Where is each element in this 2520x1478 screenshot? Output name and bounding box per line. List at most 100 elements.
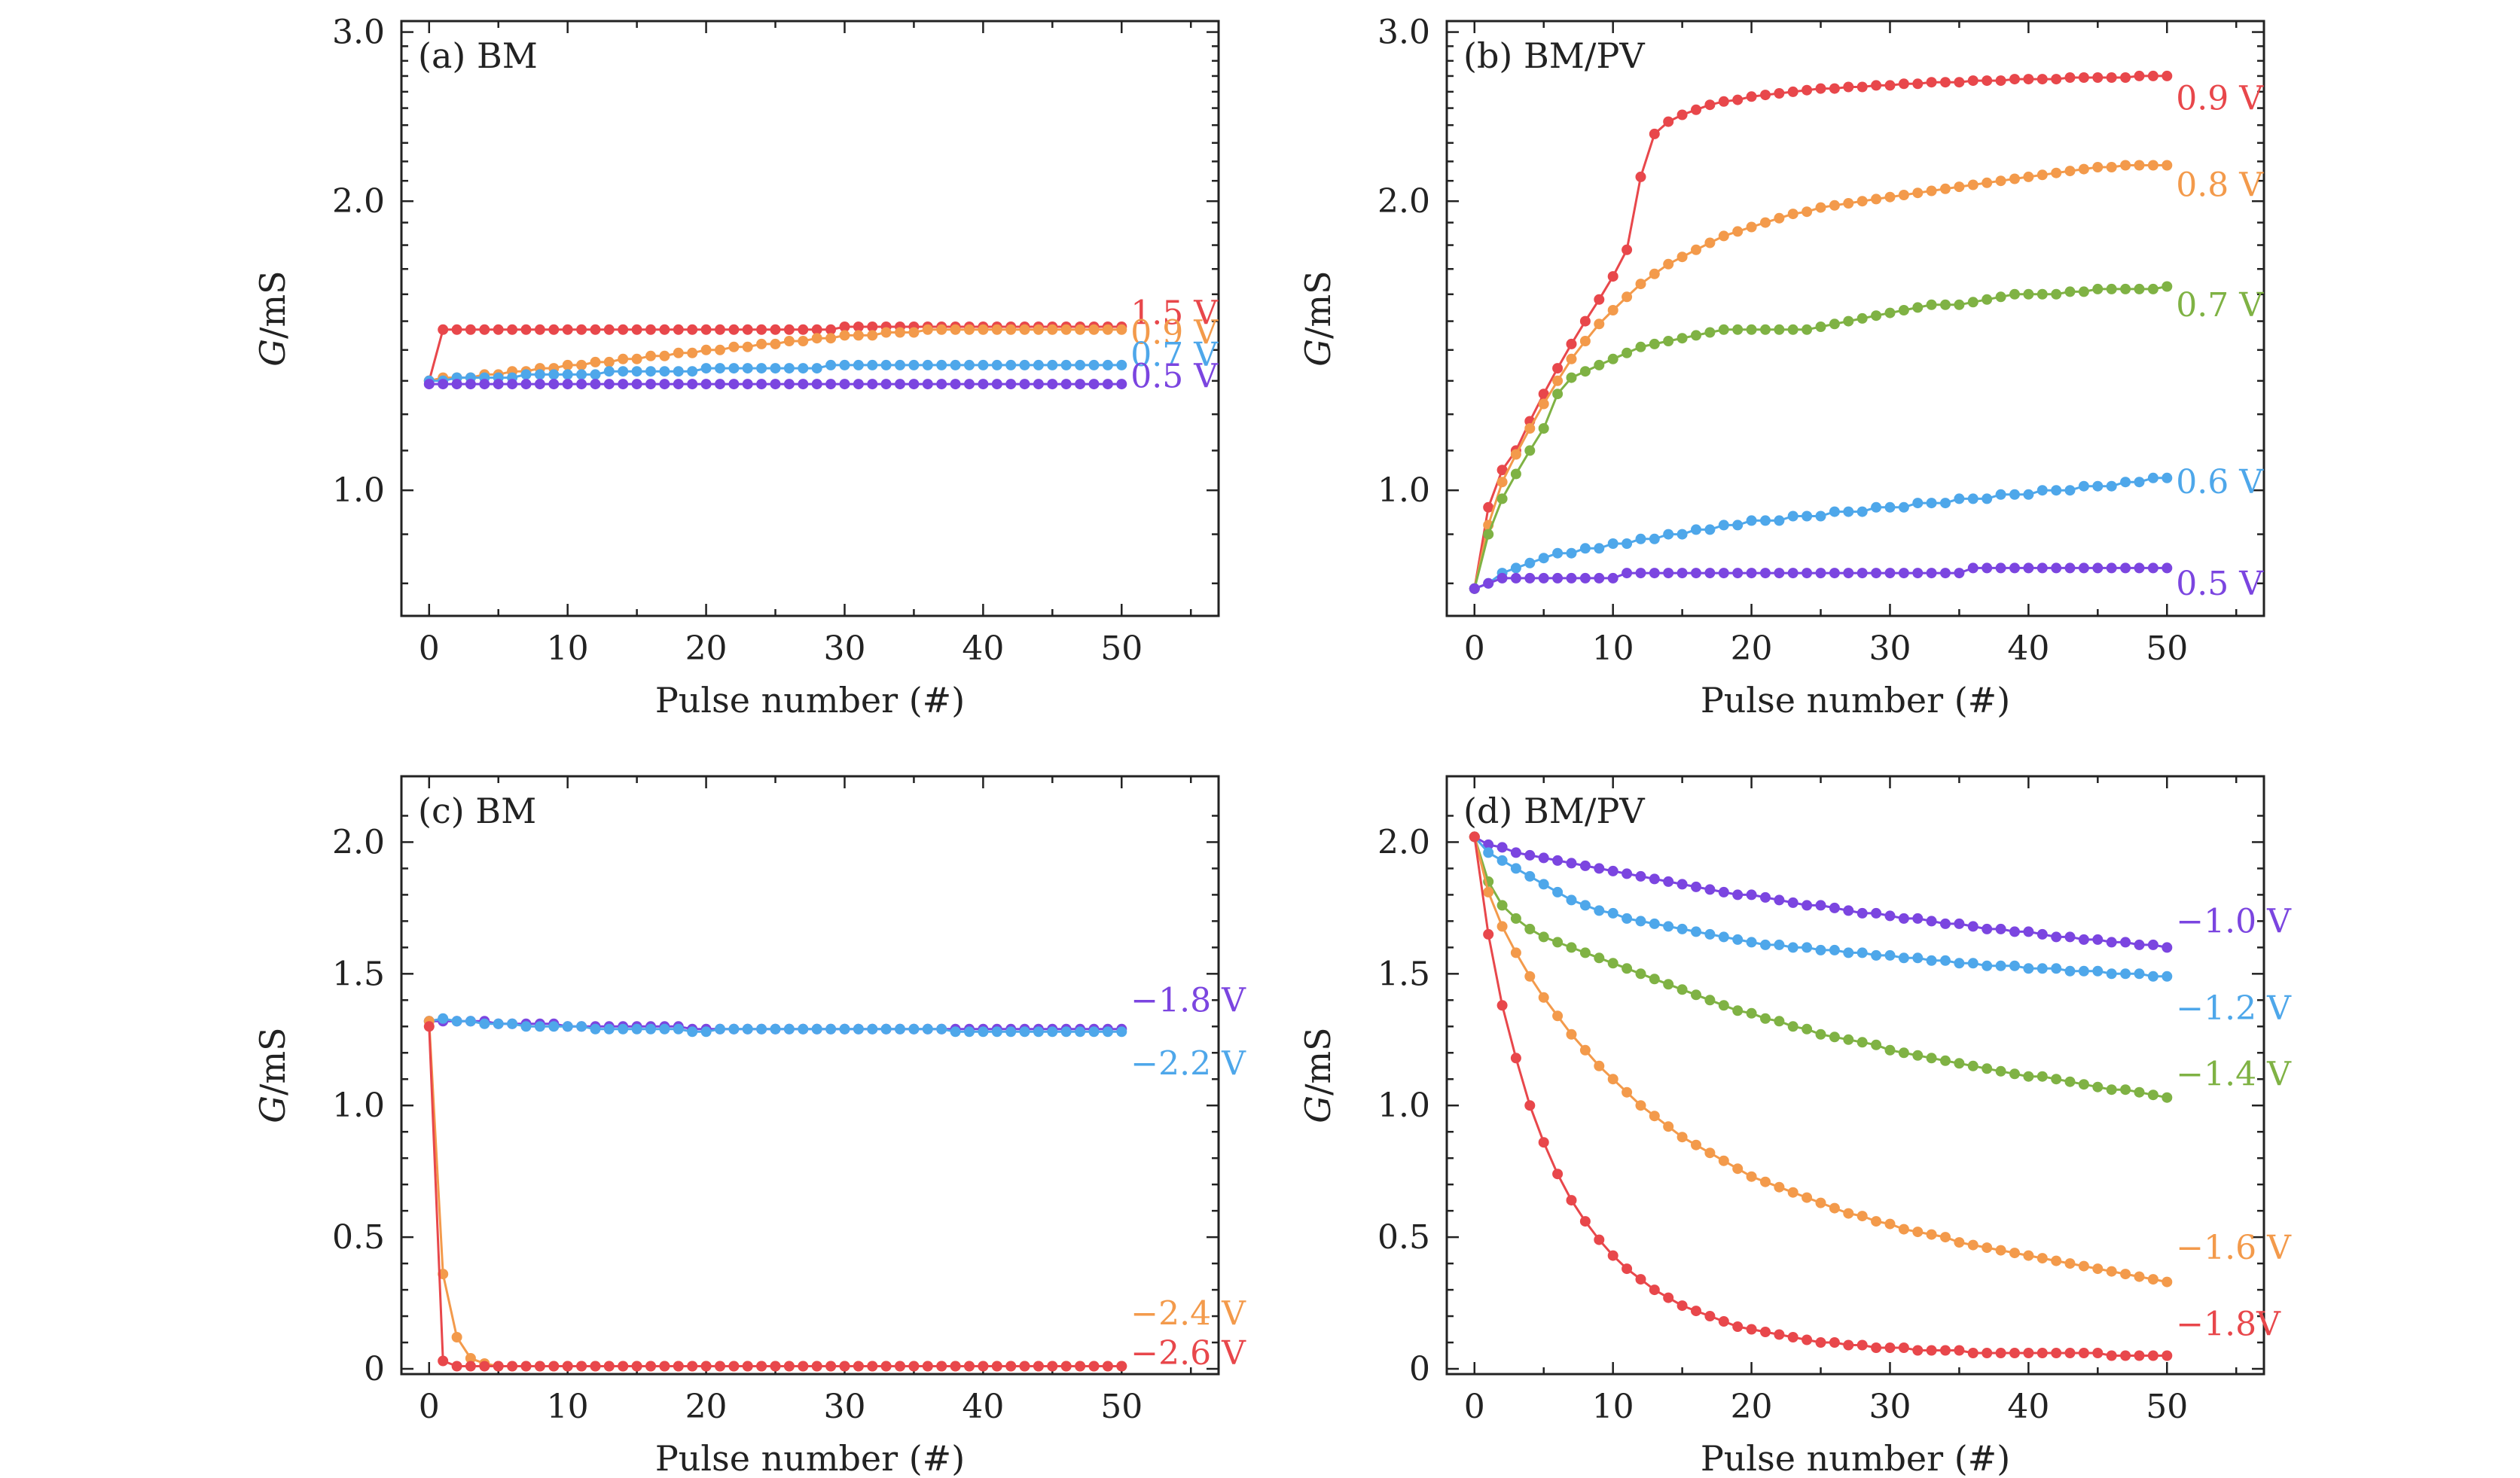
data-point xyxy=(2009,173,2020,184)
data-point xyxy=(811,379,822,390)
x-axis-label: Pulse number (#) xyxy=(655,680,965,721)
data-point xyxy=(1926,955,1937,966)
data-point xyxy=(2120,562,2131,574)
data-point xyxy=(1566,547,1577,559)
data-point xyxy=(1552,937,1564,948)
data-point xyxy=(922,1023,933,1035)
data-point xyxy=(2064,485,2076,496)
chart-panel-3: 0 10 20 30 40 50 0 0.5 1.0 1.5 2.0 Pulse number (#)… xyxy=(1298,775,2292,1478)
data-point xyxy=(2120,937,2131,948)
data-point xyxy=(645,379,656,390)
data-point xyxy=(534,1021,545,1032)
data-point xyxy=(922,324,933,335)
data-point xyxy=(1663,529,1674,540)
data-point xyxy=(1732,226,1744,237)
data-point xyxy=(1538,931,1549,943)
data-point xyxy=(1912,187,1924,199)
data-point xyxy=(1732,94,1744,105)
data-point xyxy=(2064,965,2076,977)
data-point xyxy=(534,379,545,390)
y-axis-label: G/mS xyxy=(1298,1027,1338,1123)
data-point xyxy=(2106,968,2117,980)
data-point xyxy=(811,1361,822,1372)
data-point xyxy=(2092,965,2104,977)
data-point xyxy=(2106,72,2117,83)
data-point xyxy=(1871,1039,1882,1050)
data-point xyxy=(1802,206,1813,218)
data-point xyxy=(756,1361,767,1372)
data-point xyxy=(991,324,1002,335)
data-point xyxy=(1898,190,1909,200)
data-point xyxy=(770,363,781,374)
data-point xyxy=(2023,489,2034,500)
data-point xyxy=(1552,1169,1564,1180)
data-point xyxy=(673,1023,684,1035)
data-point xyxy=(1815,900,1826,911)
data-point xyxy=(2162,1092,2173,1103)
data-point xyxy=(520,369,532,380)
data-point xyxy=(1649,268,1660,279)
data-point xyxy=(1649,974,1660,985)
data-point xyxy=(618,1361,629,1372)
series-label: −2.4 V xyxy=(1130,1295,1246,1333)
data-point xyxy=(1005,324,1017,335)
data-point xyxy=(1884,1044,1896,1056)
data-point xyxy=(687,1361,698,1372)
data-point xyxy=(1954,77,1965,88)
data-point xyxy=(1746,1324,1757,1335)
y-tick-label: 2.0 xyxy=(1377,182,1430,221)
data-point xyxy=(2120,1350,2131,1361)
data-point xyxy=(1871,501,1882,513)
data-point xyxy=(1843,947,1854,958)
data-point xyxy=(964,1026,975,1038)
data-point xyxy=(783,363,795,374)
data-point xyxy=(2023,1348,2034,1358)
data-point xyxy=(2147,472,2158,483)
data-point xyxy=(1635,279,1646,290)
data-point xyxy=(1622,568,1633,579)
data-point xyxy=(1732,1321,1744,1332)
data-point xyxy=(1967,958,1978,969)
data-point xyxy=(798,324,809,335)
data-point xyxy=(1746,1007,1757,1019)
data-point xyxy=(1116,1026,1127,1038)
data-point xyxy=(2009,1248,2020,1259)
data-point xyxy=(1815,944,1826,955)
data-point xyxy=(2009,1348,2020,1358)
data-point xyxy=(1829,944,1840,955)
data-point xyxy=(1995,960,2006,971)
data-point xyxy=(2147,562,2158,574)
data-point xyxy=(2051,288,2062,300)
data-point xyxy=(2120,72,2131,83)
data-point xyxy=(1607,907,1618,919)
data-point xyxy=(1704,995,1716,1006)
data-point xyxy=(867,330,878,341)
data-point xyxy=(1856,1211,1868,1222)
data-point xyxy=(2078,1079,2089,1090)
data-point xyxy=(1802,84,1813,96)
data-point xyxy=(1116,1361,1127,1372)
data-point xyxy=(2092,72,2104,83)
data-point xyxy=(1898,1047,1909,1059)
data-point xyxy=(1663,1292,1674,1303)
series-line xyxy=(1473,836,2168,1099)
data-point xyxy=(451,1332,462,1342)
data-point xyxy=(2092,562,2104,574)
data-point xyxy=(1732,568,1744,579)
data-point xyxy=(783,324,795,335)
data-point xyxy=(1649,873,1660,885)
data-point xyxy=(1622,868,1633,879)
data-point xyxy=(1912,302,1924,313)
data-point xyxy=(991,379,1002,390)
data-point xyxy=(2092,1348,2104,1358)
data-point xyxy=(825,1023,837,1035)
data-point xyxy=(1995,1348,2006,1358)
data-point xyxy=(1926,1345,1937,1356)
data-point xyxy=(2078,965,2089,977)
data-point xyxy=(742,1361,753,1372)
data-point xyxy=(479,1361,490,1372)
data-point xyxy=(1622,963,1633,974)
data-point xyxy=(1116,324,1127,335)
data-point xyxy=(853,359,864,370)
data-point xyxy=(1871,1342,1882,1353)
